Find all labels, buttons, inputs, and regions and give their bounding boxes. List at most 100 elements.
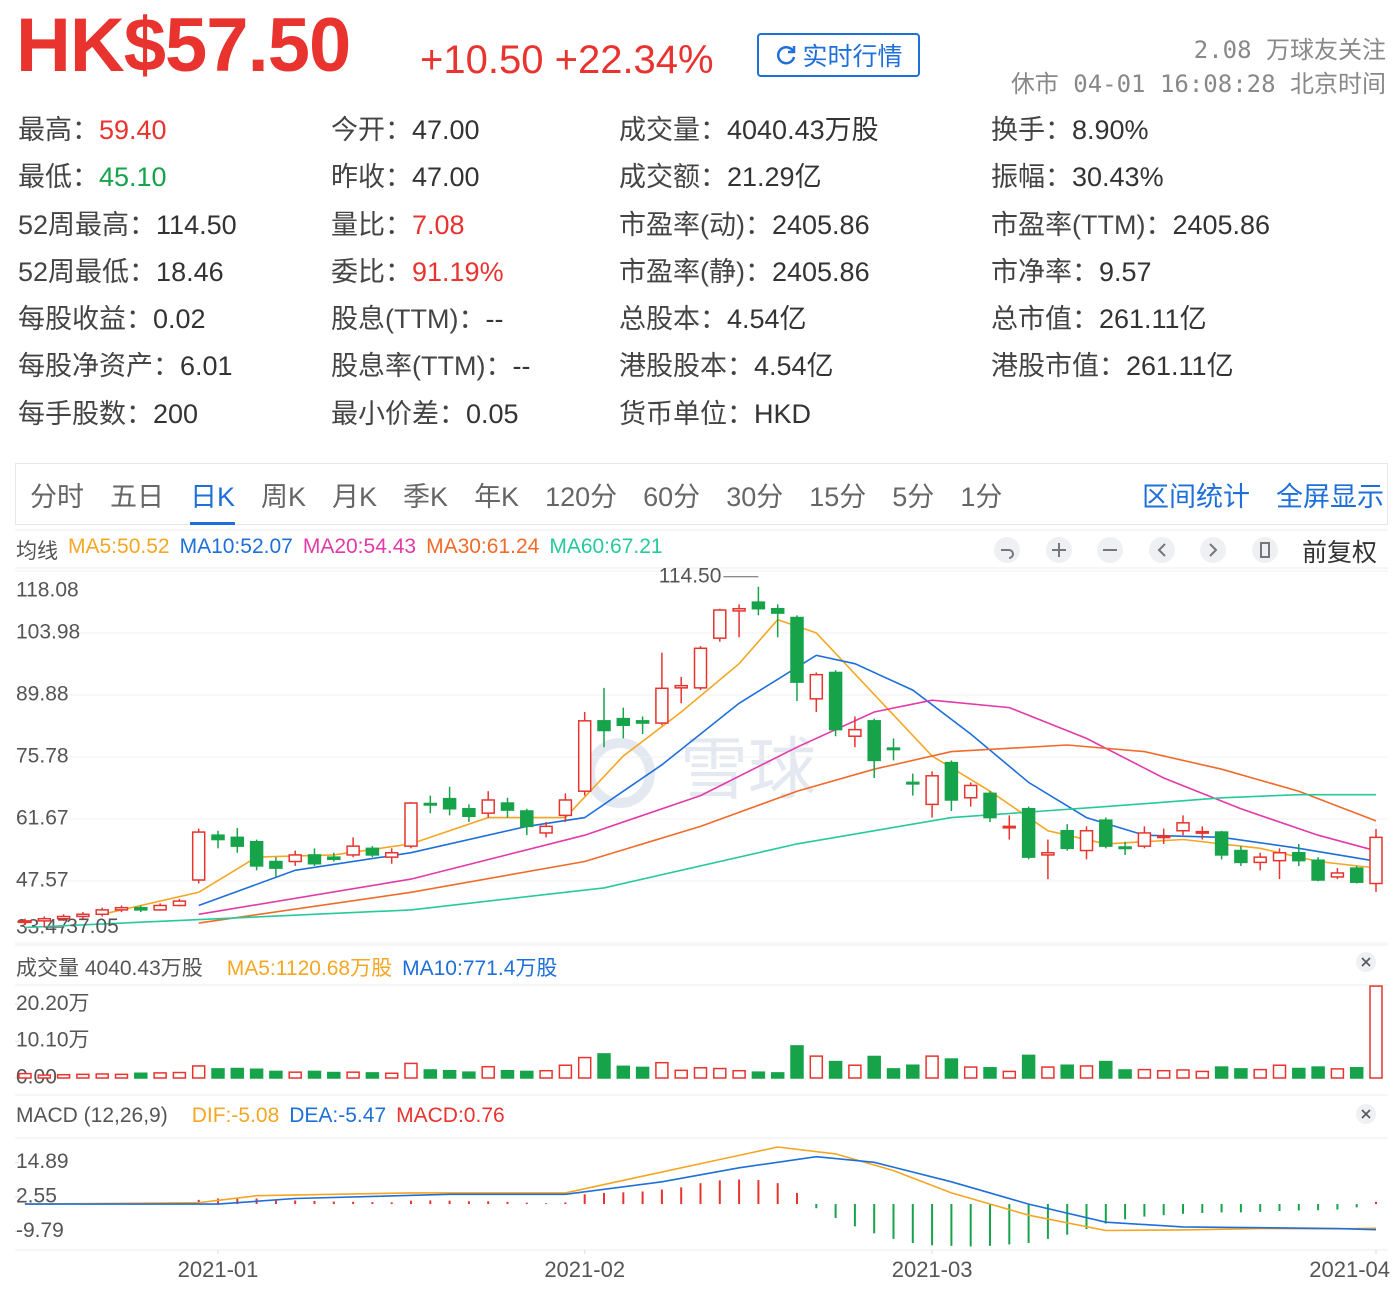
stat-value: 4.54亿 bbox=[754, 351, 834, 382]
volume-bar bbox=[95, 1073, 109, 1079]
volume-bar bbox=[732, 1069, 746, 1079]
volume-bar bbox=[906, 1064, 920, 1079]
candle-body bbox=[18, 920, 32, 924]
period-tab[interactable]: 日K bbox=[190, 464, 236, 525]
candle-body bbox=[790, 616, 804, 683]
candle-body bbox=[95, 909, 109, 916]
period-tab[interactable]: 月K bbox=[332, 481, 378, 512]
volume-bar bbox=[1195, 1070, 1210, 1079]
stat-item: 成交量：4040.43万股 bbox=[619, 108, 991, 155]
stat-item: 委比：91.19% bbox=[331, 250, 619, 297]
volume-bar bbox=[1041, 1066, 1055, 1079]
tool-icon-glyph bbox=[1001, 549, 1014, 559]
candle-body bbox=[172, 900, 187, 907]
stat-item: 今开：47.00 bbox=[331, 108, 619, 155]
stat-value: 261.11亿 bbox=[1099, 304, 1207, 335]
volume-bar bbox=[539, 1069, 553, 1079]
period-tab[interactable]: 分时 bbox=[30, 481, 84, 512]
watermark-text: 雪球 bbox=[680, 732, 816, 808]
candle-body bbox=[520, 810, 534, 828]
x-tick-label: 2021-04 bbox=[1309, 1257, 1390, 1282]
period-tab[interactable]: 五日 bbox=[110, 481, 164, 512]
candle-body bbox=[114, 906, 129, 911]
candle-body bbox=[1176, 822, 1190, 832]
y-tick-label: 10.10万 bbox=[16, 1029, 90, 1052]
legend-entry: DIF:-5.08 bbox=[191, 1104, 280, 1127]
realtime-button[interactable]: 实时行情 bbox=[757, 33, 920, 77]
candle-body bbox=[1021, 808, 1036, 858]
y-tick-label: 47.57 bbox=[16, 869, 69, 892]
candle-body bbox=[1349, 867, 1364, 883]
candle-body bbox=[616, 717, 631, 726]
stat-label: 总市值： bbox=[991, 304, 1099, 335]
stat-value: 2405.86 bbox=[1172, 209, 1271, 240]
followers: 2.08 万球友关注 bbox=[1193, 36, 1386, 64]
candle-body bbox=[307, 854, 322, 865]
candle-body bbox=[365, 847, 380, 856]
stat-item: 52周最低：18.46 bbox=[18, 250, 331, 297]
stat-value: 261.11亿 bbox=[1126, 351, 1234, 382]
stat-label: 总股本： bbox=[619, 304, 727, 335]
x-tick-label: 2021-02 bbox=[544, 1257, 625, 1282]
candle-body bbox=[423, 802, 438, 806]
volume-bar bbox=[423, 1069, 438, 1079]
tab-action[interactable]: 全屏显示 bbox=[1276, 482, 1384, 512]
period-tab[interactable]: 周K bbox=[261, 481, 307, 512]
tool-icon-glyph bbox=[1260, 542, 1270, 558]
period-tab[interactable]: 15分 bbox=[809, 481, 867, 512]
candle-body bbox=[500, 802, 515, 811]
line-series bbox=[24, 1146, 1377, 1232]
period-tab[interactable]: 1分 bbox=[960, 481, 1003, 512]
candle-body bbox=[906, 781, 920, 785]
y-tick-label: 75.78 bbox=[16, 745, 69, 768]
candle-body bbox=[1002, 825, 1017, 829]
candle-body bbox=[1214, 831, 1229, 856]
tab-action[interactable]: 区间统计 bbox=[1142, 482, 1250, 512]
candle-body bbox=[963, 784, 978, 799]
volume-bar bbox=[867, 1055, 881, 1079]
period-tab[interactable]: 60分 bbox=[643, 481, 701, 512]
adjust-toggle[interactable]: 前复权 bbox=[1302, 539, 1378, 567]
volume-bar bbox=[1156, 1069, 1171, 1079]
stat-label: 昨收： bbox=[331, 162, 412, 193]
volume-bar bbox=[597, 1053, 611, 1079]
candle-body bbox=[1156, 835, 1171, 839]
volume-bar bbox=[249, 1068, 264, 1079]
volume-bar bbox=[848, 1064, 862, 1079]
stat-value: 200 bbox=[153, 398, 199, 429]
stat-value: 59.40 bbox=[99, 115, 167, 145]
stat-item: 市盈率(TTM)：2405.86 bbox=[991, 203, 1388, 250]
y-tick-label: 20.20万 bbox=[16, 992, 90, 1015]
stat-label: 市盈率(TTM)： bbox=[991, 209, 1173, 240]
candle-body bbox=[384, 851, 399, 858]
volume-bar bbox=[770, 1072, 785, 1079]
candle-body bbox=[37, 917, 52, 922]
stat-item: 股息(TTM)：-- bbox=[331, 297, 619, 344]
y-tick-label: 103.98 bbox=[16, 621, 80, 644]
period-tab[interactable]: 120分 bbox=[545, 481, 618, 512]
candle-body bbox=[1369, 836, 1383, 885]
stat-label: 最高： bbox=[18, 115, 99, 145]
volume-bar bbox=[365, 1072, 380, 1079]
period-tab[interactable]: 年K bbox=[474, 481, 520, 512]
high-label: 114.50 bbox=[659, 564, 722, 587]
x-tick-label: 2021-01 bbox=[178, 1257, 259, 1282]
volume-bar bbox=[1002, 1070, 1017, 1079]
volume-bar bbox=[230, 1067, 245, 1079]
stat-item: 最低：45.10 bbox=[18, 155, 331, 202]
stat-label: 成交量： bbox=[619, 115, 727, 145]
candle-body bbox=[249, 840, 264, 867]
candle-body bbox=[848, 728, 862, 737]
stat-item: 总股本：4.54亿 bbox=[619, 297, 991, 344]
stat-value: 30.43% bbox=[1072, 162, 1164, 193]
period-tab[interactable]: 5分 bbox=[892, 481, 935, 512]
period-tab[interactable]: 30分 bbox=[726, 481, 784, 512]
candle-body bbox=[944, 761, 959, 801]
stat-value: HKD bbox=[754, 398, 812, 429]
candle-body bbox=[925, 775, 939, 806]
tool-icon-glyph bbox=[1209, 543, 1218, 557]
period-tab[interactable]: 季K bbox=[403, 481, 449, 512]
volume-bar bbox=[1214, 1066, 1229, 1079]
candle-body bbox=[346, 845, 360, 856]
